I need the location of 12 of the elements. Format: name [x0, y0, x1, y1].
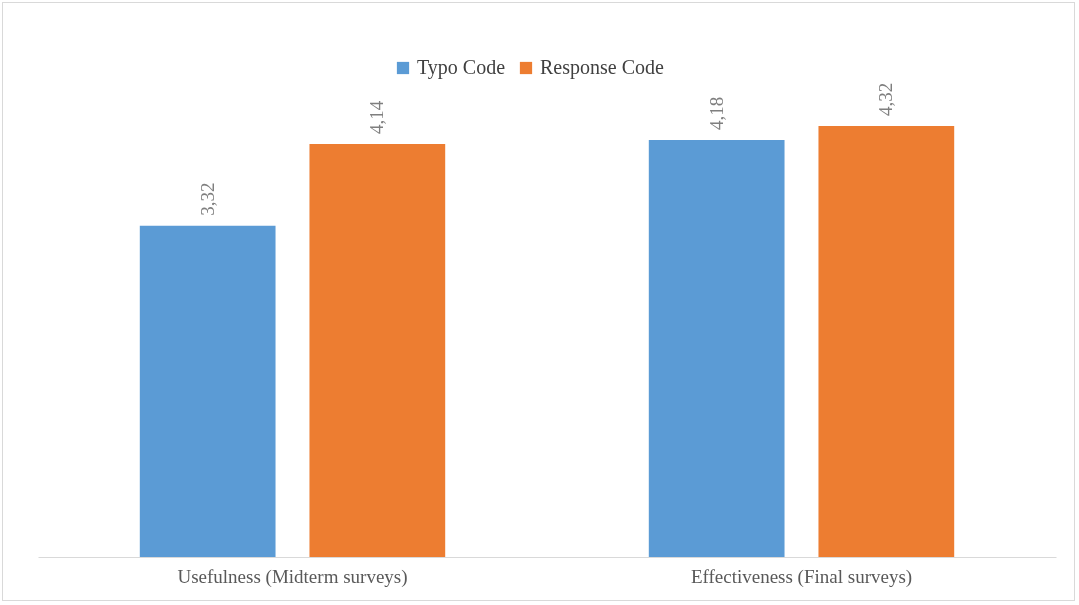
x-tick-label: Effectiveness (Final surveys) — [690, 565, 913, 588]
legend-label: Typo Code — [417, 56, 506, 79]
bar — [309, 143, 446, 557]
data-label: 4,18 — [705, 96, 727, 130]
data-label: 4,14 — [366, 100, 388, 134]
x-tick-label: Usefulness (Midterm surveys) — [177, 565, 408, 588]
legend-label: Response Code — [540, 56, 664, 79]
bar — [648, 139, 785, 557]
data-label: 4,32 — [875, 82, 897, 116]
bar — [139, 225, 276, 557]
bar — [818, 125, 955, 557]
data-label: 3,32 — [196, 182, 218, 216]
